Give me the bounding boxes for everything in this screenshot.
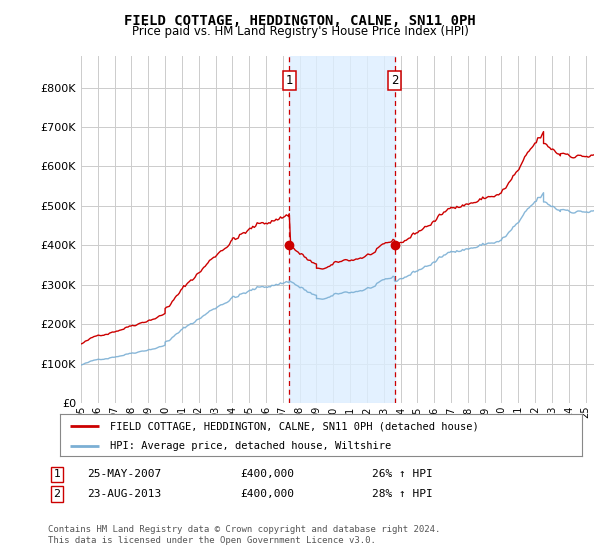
Text: 1: 1 [53, 469, 61, 479]
Text: FIELD COTTAGE, HEDDINGTON, CALNE, SN11 0PH: FIELD COTTAGE, HEDDINGTON, CALNE, SN11 0… [124, 14, 476, 28]
Text: 2: 2 [391, 74, 398, 87]
Text: 2: 2 [53, 489, 61, 499]
Text: FIELD COTTAGE, HEDDINGTON, CALNE, SN11 0PH (detached house): FIELD COTTAGE, HEDDINGTON, CALNE, SN11 0… [110, 421, 478, 431]
Text: HPI: Average price, detached house, Wiltshire: HPI: Average price, detached house, Wilt… [110, 441, 391, 451]
Bar [289, 56, 395, 403]
Text: Contains HM Land Registry data © Crown copyright and database right 2024.
This d: Contains HM Land Registry data © Crown c… [48, 525, 440, 545]
Text: 28% ↑ HPI: 28% ↑ HPI [372, 489, 433, 499]
Text: 23-AUG-2013: 23-AUG-2013 [87, 489, 161, 499]
Text: 1: 1 [286, 74, 293, 87]
Text: £400,000: £400,000 [240, 489, 294, 499]
Text: £400,000: £400,000 [240, 469, 294, 479]
Text: 25-MAY-2007: 25-MAY-2007 [87, 469, 161, 479]
Text: Price paid vs. HM Land Registry's House Price Index (HPI): Price paid vs. HM Land Registry's House … [131, 25, 469, 38]
Text: 26% ↑ HPI: 26% ↑ HPI [372, 469, 433, 479]
